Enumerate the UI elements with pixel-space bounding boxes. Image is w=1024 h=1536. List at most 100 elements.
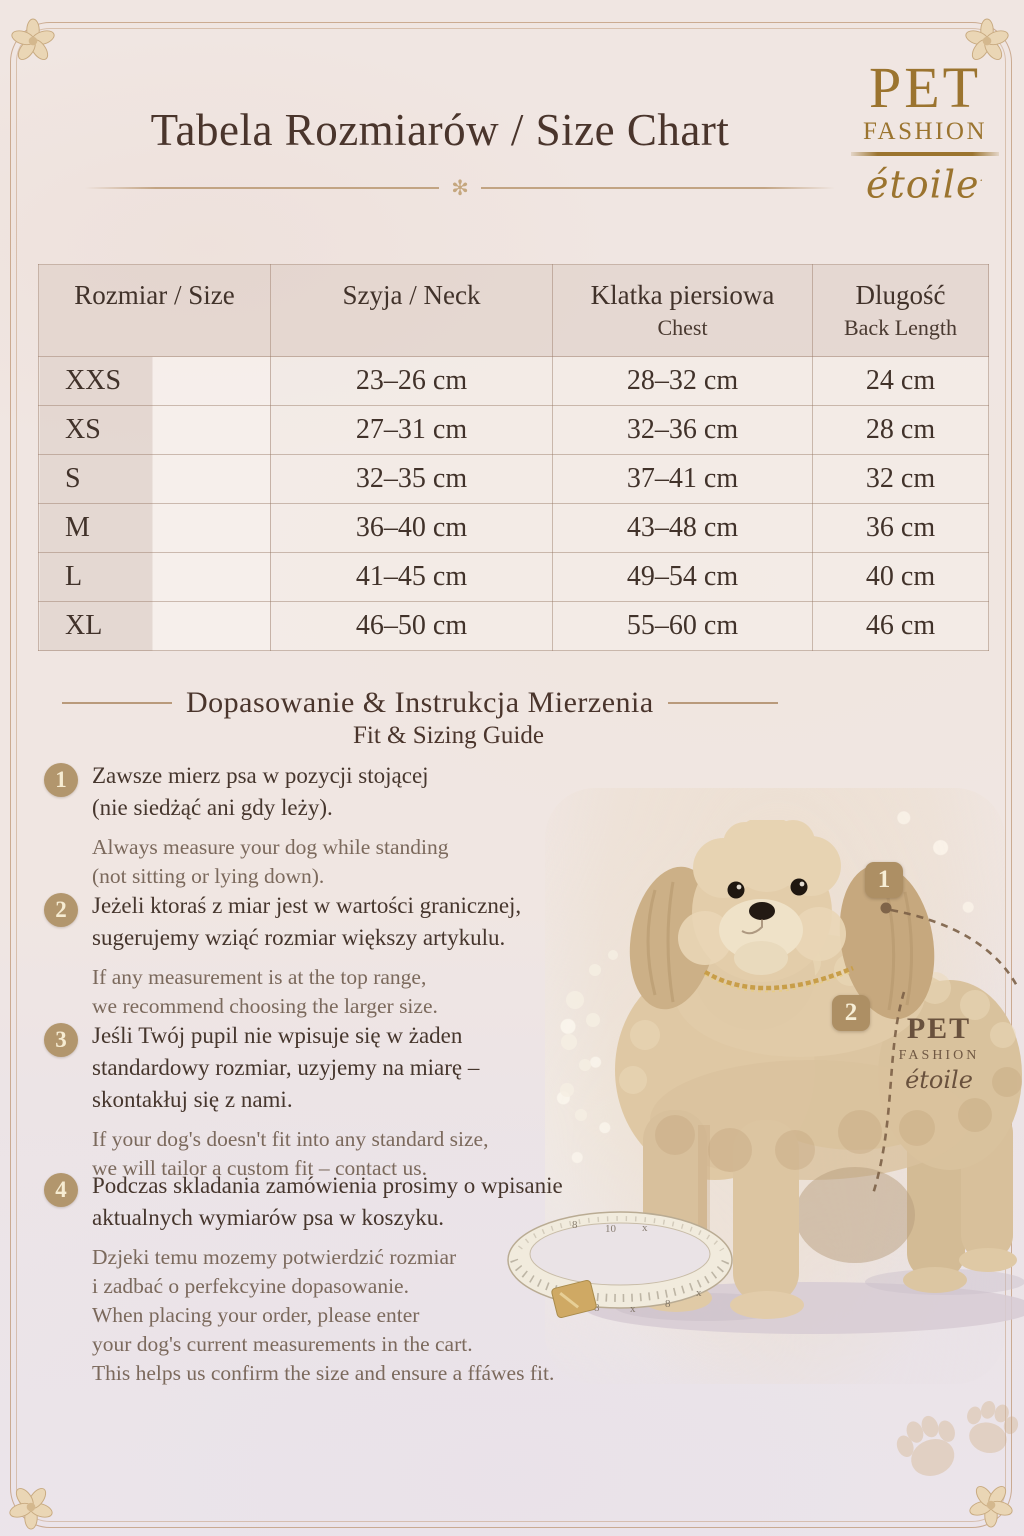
column-header-sublabel: Chest: [657, 315, 708, 340]
table-row: M 36–40 cm 43–48 cm 36 cm: [38, 503, 989, 553]
guide-item: 3 Jeśli Twój pupil nie wpisuje się w żad…: [44, 1020, 589, 1183]
size-chart-table: Rozmiar / Size Szyja / Neck Klatka piers…: [38, 264, 989, 651]
svg-text:x: x: [696, 1287, 702, 1299]
column-header-size: Rozmiar / Size: [38, 264, 271, 357]
column-header-label: Rozmiar / Size: [74, 280, 235, 310]
dog-head: [629, 820, 935, 1030]
brand-watermark: PET FASHION étoile: [872, 1012, 1006, 1094]
item-text-pl: Jeśli Twój pupil nie wpisuje się w żaden…: [92, 1023, 480, 1112]
heading-line: [667, 702, 778, 704]
size-cell: L: [38, 552, 271, 602]
tape-gold-clip: [551, 1279, 597, 1319]
flower-divider-icon: ✻: [451, 176, 469, 200]
column-header-sublabel: Back Length: [843, 315, 958, 340]
size-cell: XXS: [38, 356, 271, 406]
column-header-neck: Szyja / Neck: [270, 264, 553, 357]
svg-text:10: 10: [605, 1223, 617, 1235]
item-text-en: Dzjeki temu mozemy potwierdzić rozmiar i…: [92, 1245, 555, 1385]
paw-print-icon: [896, 1400, 1019, 1477]
back-length-cell: 46 cm: [812, 601, 989, 651]
photo-callout-2: 2: [832, 995, 870, 1031]
item-texts: Jeżeli ktoraś z miar jest w wartości gra…: [92, 890, 521, 1021]
table-header-row: Rozmiar / Size Szyja / Neck Klatka piers…: [38, 264, 989, 357]
item-text-en: If any measurement is at the top range, …: [92, 965, 438, 1018]
table-row: L 41–45 cm 49–54 cm 40 cm: [38, 552, 989, 602]
gold-chain-collar: [703, 965, 854, 993]
corner-flower-icon: [11, 18, 55, 61]
heading-line: [62, 702, 172, 704]
watermark-pet: PET: [906, 1012, 972, 1045]
item-number-badge: 2: [44, 893, 78, 927]
item-texts: Zawsze mierz psa w pozycji stojącej (nie…: [92, 760, 448, 891]
photo-callout-1: 1: [865, 862, 903, 898]
neck-cell: 23–26 cm: [270, 356, 553, 406]
corner-flower-icon: [965, 18, 1009, 61]
svg-text:8: 8: [572, 1219, 578, 1231]
svg-text:8: 8: [594, 1302, 600, 1314]
neck-cell: 36–40 cm: [270, 503, 553, 553]
item-text-pl: Zawsze mierz psa w pozycji stojącej (nie…: [92, 763, 429, 820]
guide-item: 4 Podczas skladania zamówienia prosimy o…: [44, 1170, 589, 1388]
svg-text:x: x: [630, 1303, 636, 1315]
divider-line: [85, 187, 440, 189]
guide-heading: Dopasowanie & Instrukcja Mierzenia: [62, 686, 835, 720]
page-title: Tabela Rozmiarów / Size Chart: [150, 105, 730, 155]
guide-subheading: Fit & Sizing Guide: [353, 722, 544, 749]
watermark-fashion: FASHION: [898, 1048, 980, 1063]
brand-name-pet: PET: [868, 55, 982, 120]
chest-cell: 49–54 cm: [552, 552, 813, 602]
chest-cell: 37–41 cm: [552, 454, 813, 504]
column-header-label: Szyja / Neck: [342, 280, 481, 310]
table-row: XL 46–50 cm 55–60 cm 46 cm: [38, 601, 989, 651]
pearl-bokeh: [560, 950, 618, 1121]
table-row: XXS 23–26 cm 28–32 cm 24 cm: [38, 356, 989, 406]
brand-logo: PET FASHION étoile·: [845, 55, 1005, 207]
column-header-label: Klatka piersiowa: [590, 280, 775, 310]
callout-anchor-dot: [880, 902, 892, 914]
column-header-label: Dlugość: [855, 280, 946, 310]
chest-cell: 32–36 cm: [552, 405, 813, 455]
measurement-dashed-lines: [871, 908, 1019, 1195]
brand-rule: [851, 152, 999, 156]
item-number-badge: 4: [44, 1173, 78, 1207]
dog-photo-illustration: [560, 820, 1024, 1334]
neck-cell: 46–50 cm: [270, 601, 553, 651]
table-row: XS 27–31 cm 32–36 cm 28 cm: [38, 405, 989, 455]
back-length-cell: 40 cm: [812, 552, 989, 602]
table-row: S 32–35 cm 37–41 cm 32 cm: [38, 454, 989, 504]
chest-cell: 28–32 cm: [552, 356, 813, 406]
item-text-pl: Jeżeli ktoraś z miar jest w wartości gra…: [92, 893, 522, 950]
column-header-back-length: Dlugość Back Length: [812, 264, 989, 357]
corner-flower-icon: [969, 1485, 1013, 1528]
brand-trademark-dot: ·: [979, 173, 984, 187]
title-divider: ✻: [85, 176, 836, 200]
back-length-cell: 24 cm: [812, 356, 989, 406]
item-text-en: Always measure your dog while standing (…: [92, 835, 449, 888]
neck-cell: 41–45 cm: [270, 552, 553, 602]
divider-line: [480, 187, 836, 189]
item-texts: Podczas skladania zamówienia prosimy o w…: [92, 1170, 563, 1388]
corner-flower-icon: [9, 1487, 53, 1530]
watermark-script: étoile: [905, 1066, 973, 1094]
size-cell: XL: [38, 601, 271, 651]
column-header-chest: Klatka piersiowa Chest: [552, 264, 813, 357]
neck-cell: 27–31 cm: [270, 405, 553, 455]
brand-script: étoile·: [845, 161, 1005, 207]
back-length-cell: 32 cm: [812, 454, 989, 504]
svg-text:x: x: [642, 1222, 648, 1234]
item-text-pl: Podczas skladania zamówienia prosimy o w…: [92, 1173, 563, 1230]
chest-cell: 43–48 cm: [552, 503, 813, 553]
fur-shadows: [655, 1067, 1022, 1172]
chest-cell: 55–60 cm: [552, 601, 813, 651]
back-length-cell: 36 cm: [812, 503, 989, 553]
item-text-en: If your dog's doesn't fit into any stand…: [92, 1127, 489, 1180]
brand-script-text: étoile: [866, 162, 980, 207]
item-number-badge: 1: [44, 763, 78, 797]
guide-item: 2 Jeżeli ktoraś z miar jest w wartości g…: [44, 890, 589, 1021]
size-cell: XS: [38, 405, 271, 455]
svg-text:8: 8: [665, 1298, 671, 1310]
back-length-cell: 28 cm: [812, 405, 989, 455]
item-number-badge: 3: [44, 1023, 78, 1057]
